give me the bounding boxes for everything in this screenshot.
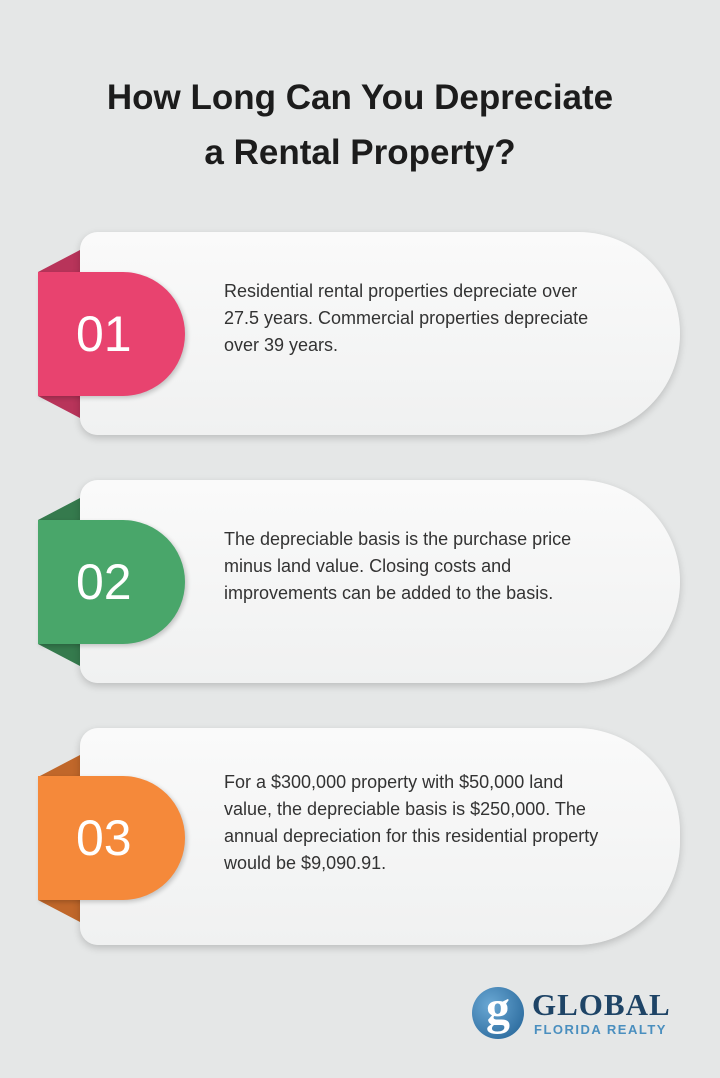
title-line-2: a Rental Property? [204,133,516,172]
ribbon-fold [38,900,80,922]
global-florida-realty-logo: g GLOBAL FLORIDA REALTY [470,985,690,1045]
ribbon-fold [38,396,80,418]
ribbon-fold [38,755,80,777]
ribbon-fold [38,644,80,666]
item-text: Residential rental properties depreciate… [224,281,589,355]
title-line-1: How Long Can You Depreciate [106,78,614,117]
ribbon-fold [38,498,80,520]
number-badge: 02 [38,520,185,644]
logo-subtitle: FLORIDA REALTY [534,1022,667,1037]
globe-g-logo-icon: g [472,985,524,1039]
number-badge: 03 [38,776,185,900]
page-title: How Long Can You Depreciate a Rental Pro… [0,70,720,180]
ribbon-fold [38,250,80,272]
item-text: The depreciable basis is the purchase pr… [224,529,572,603]
number-badge: 01 [38,272,185,396]
item-text: For a $300,000 property with $50,000 lan… [224,772,599,873]
logo-name: GLOBAL [532,987,671,1022]
